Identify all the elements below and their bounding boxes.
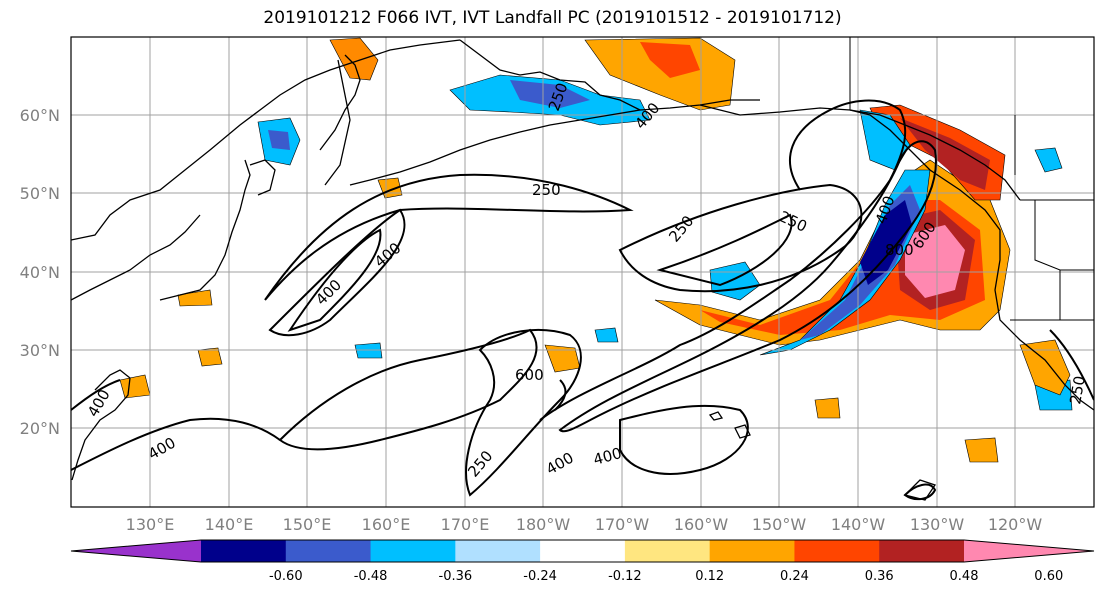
lon-label: 140°W	[831, 515, 886, 534]
lat-label: 20°N	[20, 419, 60, 438]
map-title: 2019101212 F066 IVT, IVT Landfall PC (20…	[263, 8, 842, 28]
colorbar-tick-label: -0.48	[354, 569, 388, 584]
colorbar-tick-label: 0.48	[950, 569, 979, 584]
lon-label: 150°W	[752, 515, 807, 534]
colorbar-segment	[455, 540, 541, 562]
lon-label: 160°W	[674, 515, 729, 534]
lat-label: 40°N	[20, 263, 60, 282]
lon-label: 130°E	[126, 515, 175, 534]
lon-label: 170°W	[595, 515, 650, 534]
lat-label: 30°N	[20, 341, 60, 360]
lon-label: 150°E	[283, 515, 332, 534]
graticule	[71, 37, 1094, 507]
ivt-contours	[71, 99, 1094, 501]
colorbar-segment	[370, 540, 456, 562]
map-frame	[70, 36, 1095, 508]
colorbar-segment	[624, 540, 711, 562]
colorbar-segment	[709, 540, 795, 562]
lon-label: 140°E	[205, 515, 254, 534]
lon-label: 180°W	[516, 515, 571, 534]
colorbar-segment	[201, 540, 287, 562]
colorbar-tick-label: -0.12	[608, 569, 642, 584]
contour-label: 250	[532, 181, 561, 199]
colorbar-segment	[879, 540, 965, 562]
coastlines	[71, 37, 1094, 501]
colorbar-segment	[540, 540, 626, 562]
longitude-labels: 130°E 140°E 150°E 160°E 170°E 180°W 170°…	[126, 515, 1043, 534]
colorbar-tick-label: 0.12	[695, 569, 724, 584]
colorbar-tick-label: -0.36	[439, 569, 473, 584]
map-area: 250 400 400 250 250 400 250 400 800 600 …	[71, 37, 1094, 507]
colorbar-segment	[794, 540, 880, 562]
colorbar-tick-label: -0.24	[523, 569, 557, 584]
lon-label: 170°E	[441, 515, 490, 534]
colorbar-extend-low	[71, 540, 201, 562]
lat-label: 60°N	[20, 106, 60, 125]
lon-label: 160°E	[362, 515, 411, 534]
contour-label: 250	[1066, 374, 1089, 405]
colorbar-tick-label: -0.60	[269, 569, 303, 584]
lon-label: 130°W	[910, 515, 965, 534]
colorbar-tick-label: 0.60	[1034, 569, 1063, 584]
contour-label: 600	[515, 366, 544, 384]
colorbar-outline	[70, 539, 1095, 563]
contour-label: 800	[885, 241, 914, 259]
lat-label: 50°N	[20, 184, 60, 203]
lon-label: 120°W	[988, 515, 1043, 534]
colorbar-extend-high	[964, 540, 1094, 562]
colorbar: -0.60 -0.48 -0.36 -0.24 -0.12 0.12 0.24 0.36 0.4…	[70, 539, 1095, 584]
colorbar-tick-label: 0.36	[865, 569, 894, 584]
latitude-labels: 60°N 50°N 40°N 30°N 20°N	[20, 106, 60, 438]
colorbar-tick-label: 0.24	[780, 569, 809, 584]
colorbar-segment	[285, 540, 372, 562]
